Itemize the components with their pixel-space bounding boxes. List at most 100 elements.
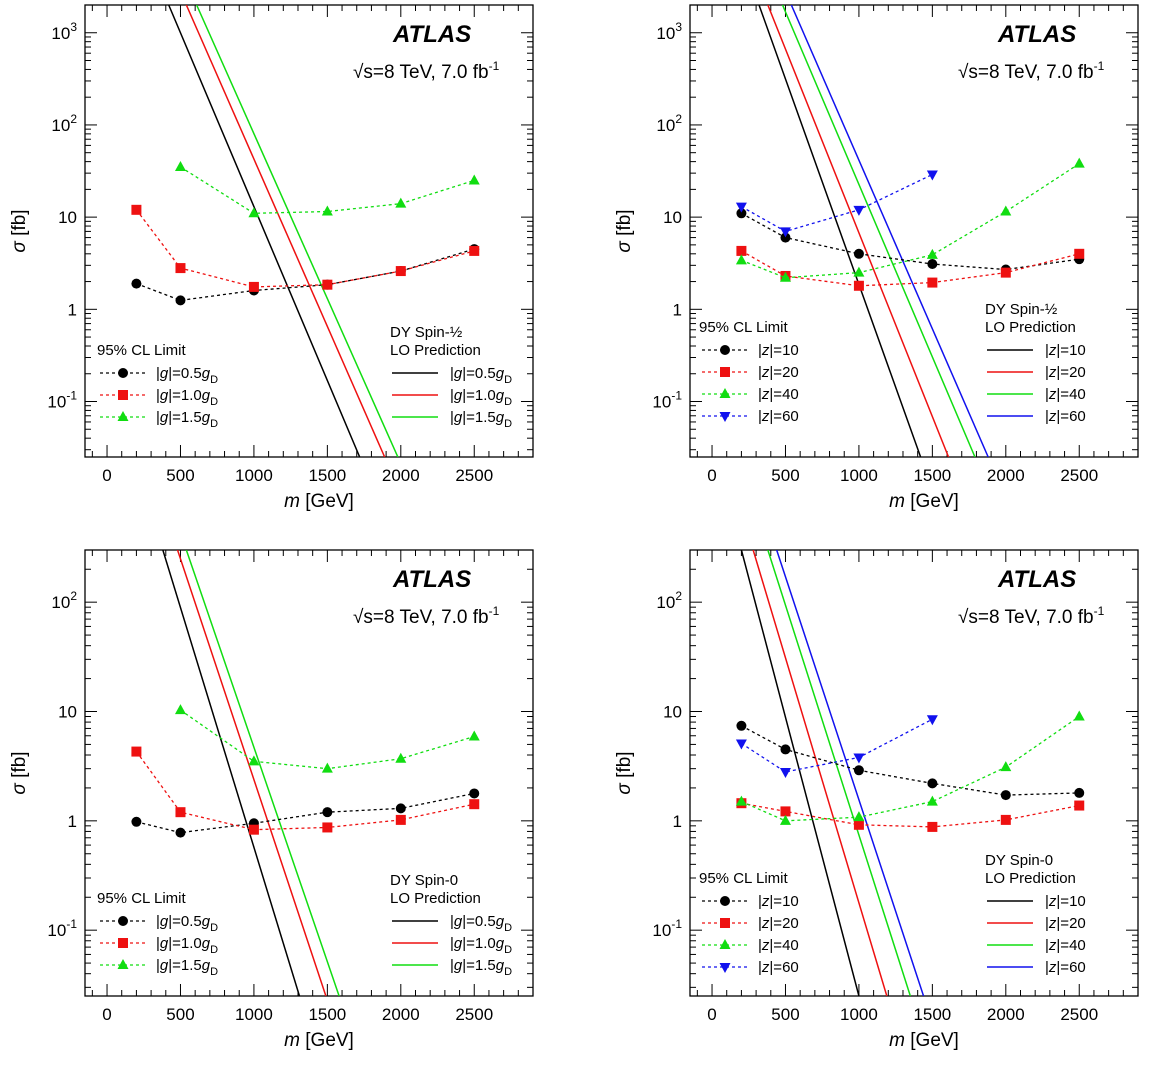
legend-entry: |z|=10 [1045, 342, 1086, 359]
limit-point [322, 807, 333, 818]
limit-point [926, 715, 938, 726]
limit-point [131, 746, 142, 757]
x-tick-label: 500 [166, 1005, 194, 1024]
limit-point [131, 816, 142, 827]
limit-point [131, 278, 142, 289]
limit-point [1000, 205, 1012, 216]
limit-point [735, 254, 747, 265]
legend-entry: |z|=40 [1045, 937, 1086, 954]
limit-point [174, 704, 186, 715]
legend-entry: |g|=0.5gD [450, 913, 512, 934]
y-tick-label: 102 [656, 112, 682, 135]
prediction-curves [162, 550, 340, 996]
limit-point [395, 197, 407, 208]
limit-point [780, 232, 791, 243]
limit-point [248, 207, 260, 218]
x-axis-title: m [GeV] [889, 1030, 959, 1051]
legend-entry: |g|=0.5gD [156, 913, 218, 934]
energy-label: √s=8 TeV, 7.0 fb-1 [958, 59, 1105, 83]
x-tick-label: 2000 [382, 466, 420, 485]
x-tick-label: 2000 [987, 1005, 1025, 1024]
limit-point [1074, 787, 1085, 798]
limit-point [1000, 267, 1011, 278]
y-axis-title: σ [fb] [9, 751, 30, 794]
x-tick-label: 1500 [308, 1005, 346, 1024]
x-tick-label: 1500 [913, 466, 951, 485]
x-tick-label: 2500 [1060, 1005, 1098, 1024]
limit-point [779, 271, 791, 282]
y-axis-title: σ [fb] [9, 209, 30, 252]
prediction-line [781, 5, 976, 457]
y-tick-label: 1 [68, 812, 77, 831]
limit-point [395, 266, 406, 277]
chart-panel-bottom-left: 0 500 1000 1500 2000 2500 m [GeV] 10-1 1 10 102 σ [… [9, 549, 534, 1051]
experiment-label: ATLAS [997, 566, 1076, 593]
limit-point [395, 752, 407, 763]
limit-point [853, 811, 865, 822]
limit-legend: 95% CL Limit |g|=0.5gD|g|=1.0gD|g|=1.5gD [97, 890, 218, 978]
limit-point [321, 205, 333, 216]
prediction-line [185, 550, 340, 996]
x-tick-label: 0 [102, 466, 111, 485]
limit-line [741, 163, 1080, 279]
limit-point [1074, 248, 1085, 259]
legend-marker [118, 368, 128, 378]
limit-point [1073, 157, 1085, 168]
prediction-line [740, 550, 860, 996]
x-tick-label: 0 [102, 1005, 111, 1024]
prediction-legend-title: DY Spin-½ [985, 301, 1058, 318]
chart-panel-top-right: 0 500 1000 1500 2000 2500 m [GeV] 10-1 1 10 102 103… [614, 4, 1139, 512]
prediction-curves [758, 5, 989, 457]
x-tick-label: 2500 [1060, 466, 1098, 485]
legend-entry: |z|=20 [1045, 915, 1086, 932]
limit-line [741, 802, 1080, 828]
limit-point [853, 266, 865, 277]
y-tick-label: 10-1 [47, 388, 77, 411]
x-axis: 0 500 1000 1500 2000 2500 [91, 5, 534, 485]
y-tick-label: 1 [68, 300, 77, 319]
legend-entry: |z|=10 [758, 342, 799, 359]
legend-marker [719, 388, 731, 398]
limit-line [136, 248, 475, 302]
legend-entry: |g|=1.5gD [450, 957, 512, 978]
legend-marker [720, 367, 730, 377]
y-tick-label: 1 [673, 812, 682, 831]
x-axis-title: m [GeV] [284, 491, 354, 512]
prediction-legend-subtitle: LO Prediction [390, 890, 481, 907]
limit-point [322, 279, 333, 290]
x-axis: 0 500 1000 1500 2000 2500 [696, 5, 1139, 485]
prediction-legend-title: DY Spin-0 [985, 852, 1053, 869]
legend-marker [118, 390, 128, 400]
chart-panel-bottom-right: 0 500 1000 1500 2000 2500 m [GeV] 10-1 1 10 102 σ [… [614, 549, 1139, 1051]
limit-point [736, 720, 747, 731]
x-tick-label: 1500 [308, 466, 346, 485]
limit-point [469, 799, 480, 810]
limit-line [741, 250, 1080, 287]
limit-line [741, 212, 1080, 271]
y-axis: 10-1 1 10 102 [652, 549, 1138, 988]
x-tick-label: 500 [771, 1005, 799, 1024]
limit-point [736, 245, 747, 256]
y-axis-title: σ [fb] [614, 209, 635, 252]
x-axis: 0 500 1000 1500 2000 2500 [696, 550, 1139, 1024]
limit-legend: 95% CL Limit |z|=10 |z|=20 |z|=40 |z|=60 [699, 870, 799, 976]
prediction-legend-subtitle: LO Prediction [985, 870, 1076, 887]
x-tick-label: 0 [707, 466, 716, 485]
limit-point [780, 744, 791, 755]
x-tick-label: 0 [707, 1005, 716, 1024]
prediction-legend: DY Spin-½LO Prediction |z|=10 |z|=20 |z|=40… [985, 301, 1086, 425]
limit-legend-title: 95% CL Limit [97, 342, 186, 359]
prediction-line [195, 5, 399, 457]
chart-panel-top-left: 0 500 1000 1500 2000 2500 m [GeV] 10-1 1 10 102 103… [9, 4, 534, 512]
limit-series [131, 704, 480, 838]
x-tick-label: 500 [771, 466, 799, 485]
limit-point [322, 822, 333, 833]
limit-point [321, 762, 333, 773]
legend-entry: |g|=0.5gD [156, 365, 218, 386]
prediction-line [775, 550, 925, 996]
limit-point [779, 227, 791, 238]
limit-legend-title: 95% CL Limit [97, 890, 186, 907]
limit-point [927, 277, 938, 288]
limit-point [927, 259, 938, 270]
x-tick-label: 1500 [913, 1005, 951, 1024]
